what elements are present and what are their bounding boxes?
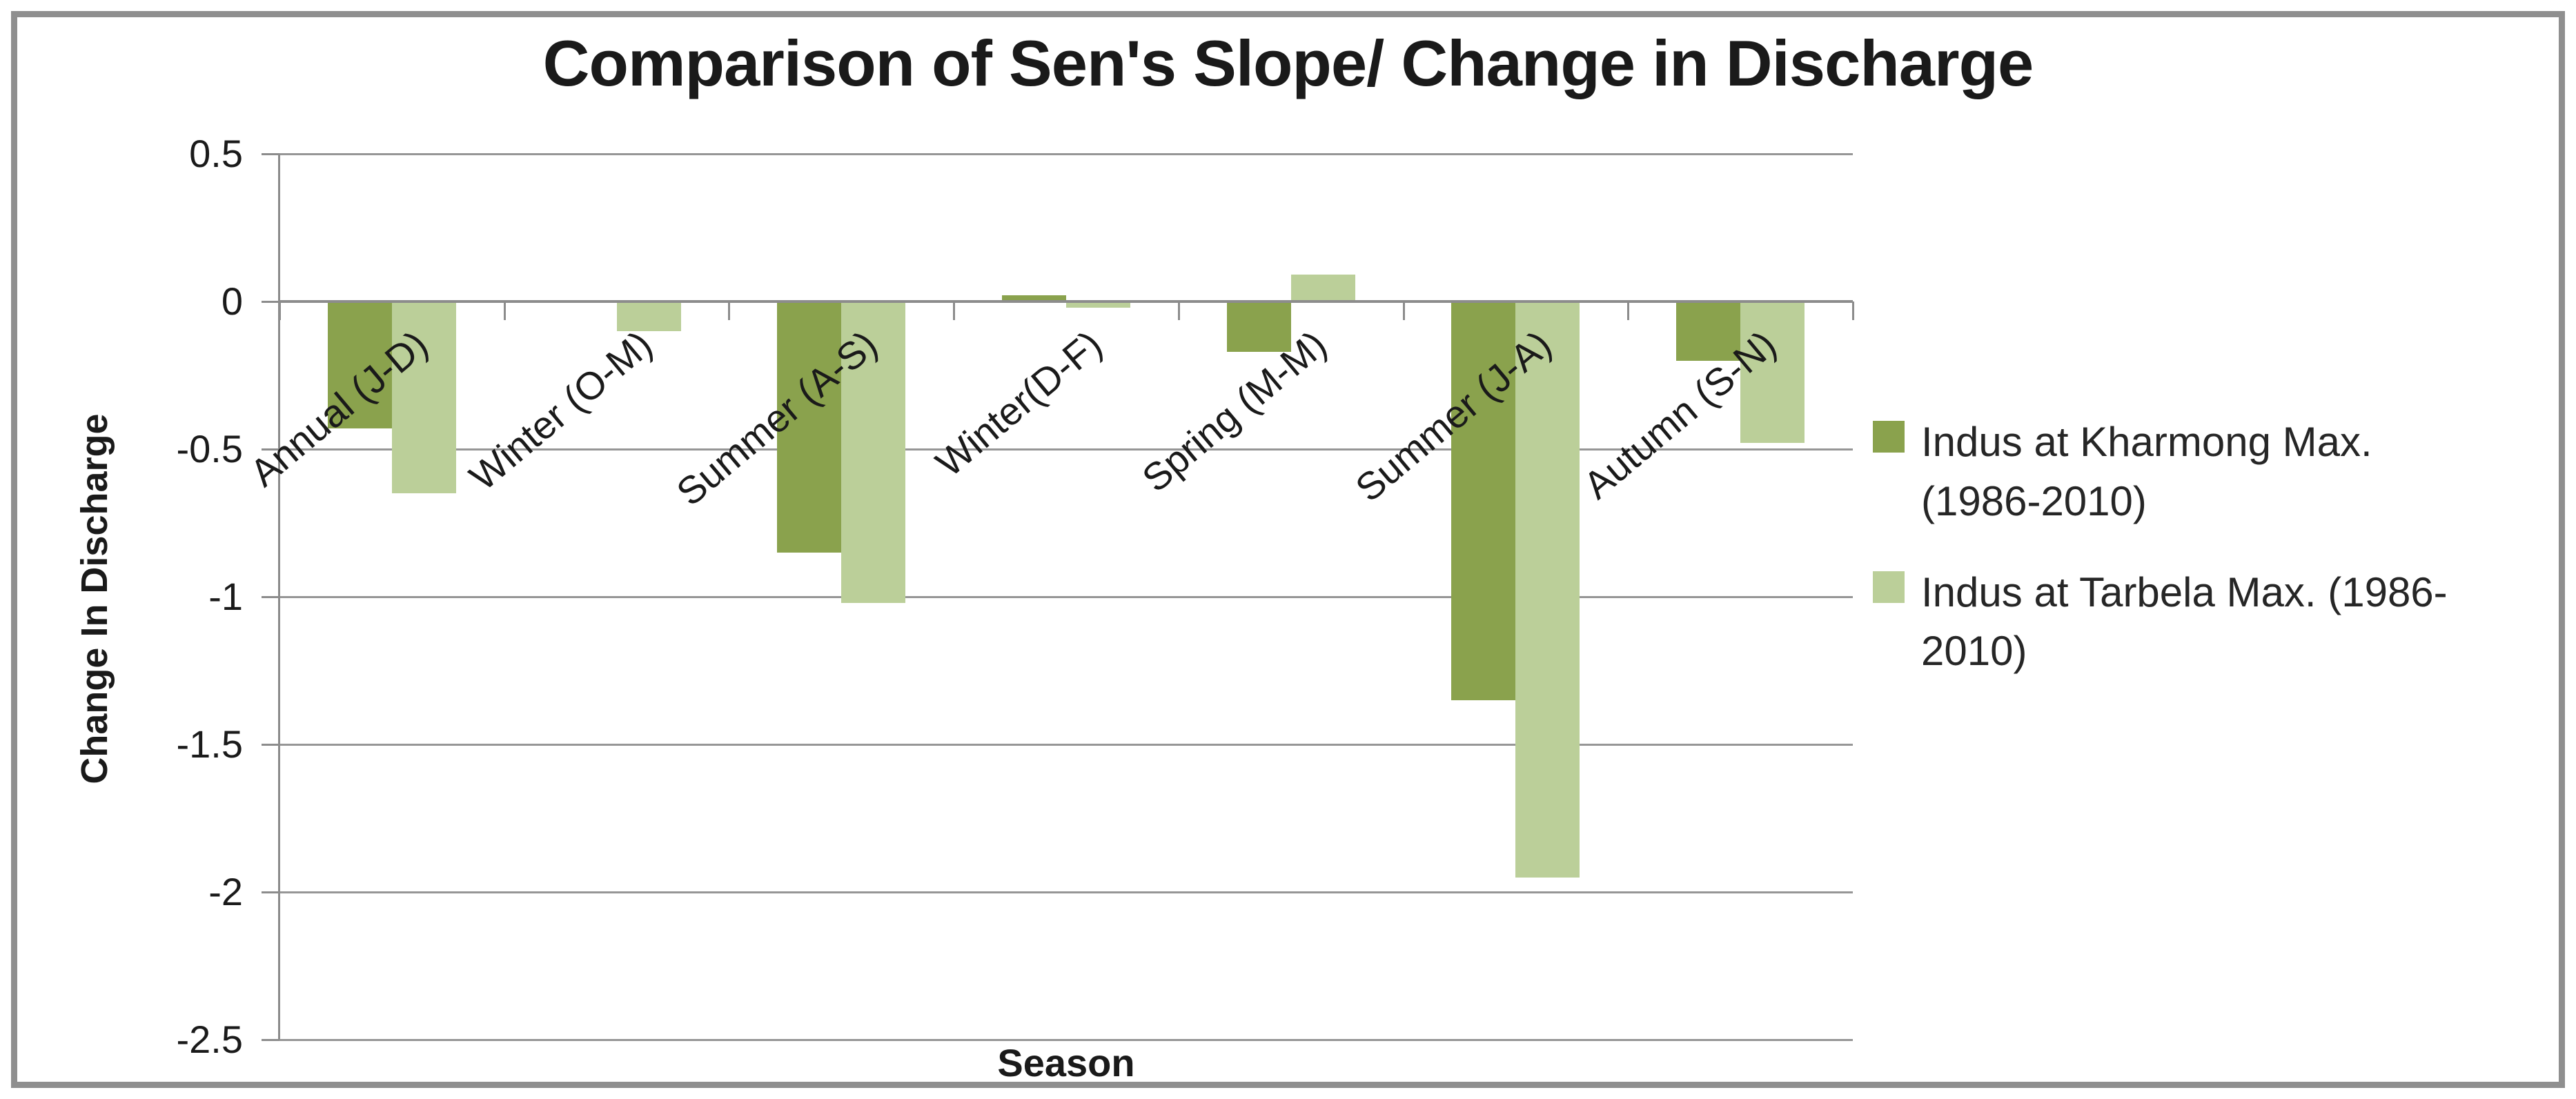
gridline <box>279 744 1853 746</box>
bar-series0-cat4 <box>1227 301 1291 352</box>
bar-series1-cat6 <box>1740 301 1805 443</box>
y-tick-label: -1.5 <box>176 722 244 766</box>
bar-series1-cat0 <box>392 301 456 493</box>
bar-series0-cat0 <box>328 301 392 428</box>
y-tick-label: -1 <box>208 575 243 618</box>
y-axis-tick <box>262 596 279 598</box>
legend-label: Indus at Kharmong Max. (1986-2010) <box>1921 419 2372 524</box>
y-axis-tick <box>262 153 279 155</box>
legend-label: Indus at Tarbela Max. (1986-2010) <box>1921 568 2448 675</box>
x-axis-title: Season <box>997 1041 1135 1085</box>
x-tick-label: Winter (O-M) <box>461 321 660 499</box>
category-tick <box>279 301 281 320</box>
category-tick <box>1852 301 1854 320</box>
gridline <box>279 596 1853 598</box>
category-tick <box>953 301 955 320</box>
y-tick-label: -2.5 <box>176 1018 244 1061</box>
gridline <box>279 153 1853 155</box>
y-tick-label: -0.5 <box>176 427 244 471</box>
y-axis-tick <box>262 891 279 893</box>
bar-series1-cat5 <box>1515 301 1580 878</box>
chart-title: Comparison of Sen's Slope/ Change in Dis… <box>542 27 2034 99</box>
y-axis-line <box>278 154 280 1040</box>
bar-series0-cat6 <box>1676 301 1740 361</box>
bar-series0-cat3 <box>1002 295 1066 301</box>
gridline <box>279 1039 1853 1041</box>
gridline <box>279 891 1853 893</box>
category-tick <box>504 301 506 320</box>
y-axis-tick <box>262 744 279 746</box>
x-tick-label: Winter(D-F) <box>927 321 1110 485</box>
y-axis-tick <box>262 301 279 303</box>
legend: Indus at Kharmong Max. (1986-2010) Indus … <box>1873 413 2570 713</box>
legend-swatch-icon <box>1873 421 1905 453</box>
y-tick-label: 0.5 <box>189 132 243 175</box>
bar-series1-cat4 <box>1291 275 1355 301</box>
y-tick-label: 0 <box>221 279 243 323</box>
y-axis-tick <box>262 448 279 451</box>
gridline <box>279 448 1853 451</box>
bar-series0-cat2 <box>777 301 841 553</box>
bar-series1-cat3 <box>1066 301 1130 308</box>
category-tick <box>728 301 730 320</box>
legend-swatch-icon <box>1873 571 1905 603</box>
y-tick-label: -2 <box>208 870 243 913</box>
legend-item-1: Indus at Tarbela Max. (1986-2010) <box>1873 563 2570 682</box>
bar-series1-cat2 <box>841 301 905 603</box>
bar-series1-cat1 <box>617 301 681 331</box>
category-tick <box>1627 301 1629 320</box>
y-axis-tick <box>262 1039 279 1041</box>
category-tick <box>1178 301 1180 320</box>
legend-item-0: Indus at Kharmong Max. (1986-2010) <box>1873 413 2570 531</box>
x-axis-line <box>279 300 1853 303</box>
bar-series0-cat5 <box>1451 301 1515 700</box>
category-tick <box>1403 301 1405 320</box>
